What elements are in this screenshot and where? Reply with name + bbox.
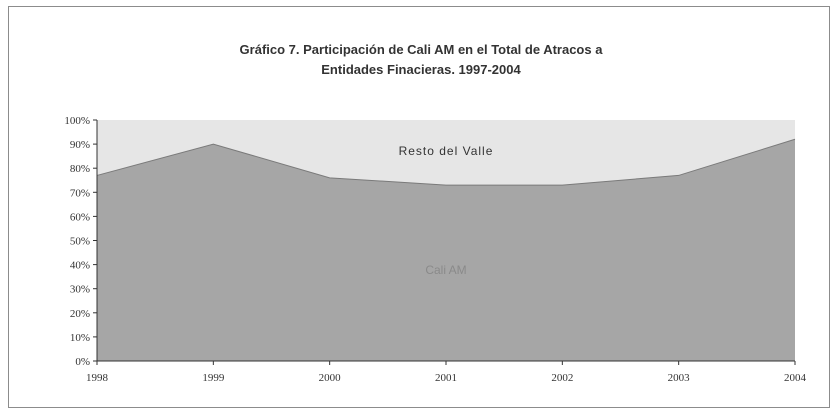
y-tick-label: 70% bbox=[70, 187, 90, 199]
y-tick-label: 40% bbox=[70, 260, 90, 272]
x-tick-label: 1998 bbox=[86, 372, 109, 384]
x-tick-label: 2000 bbox=[319, 372, 342, 384]
y-tick-label: 50% bbox=[70, 236, 90, 248]
area-layer bbox=[96, 120, 796, 361]
y-tick-label: 60% bbox=[70, 211, 90, 223]
y-tick-label: 90% bbox=[70, 139, 90, 151]
area-series-1 bbox=[97, 120, 795, 186]
y-tick-label: 80% bbox=[70, 163, 90, 175]
y-tick-label: 30% bbox=[70, 284, 90, 296]
y-tick-label: 20% bbox=[70, 308, 90, 320]
series-label-resto-del-valle: Resto del Valle bbox=[399, 144, 494, 158]
series-label-cali-am: Cali AM bbox=[425, 263, 466, 277]
x-tick-label: 2004 bbox=[784, 372, 807, 384]
label-layer: Resto del Valle Cali AM bbox=[399, 144, 494, 277]
series-boundary-line bbox=[96, 138, 796, 186]
area-chart: Gráfico 7. Participación de Cali AM en e… bbox=[64, 42, 806, 384]
x-tick-label: 2002 bbox=[551, 372, 573, 384]
area-series-0 bbox=[97, 139, 795, 361]
axis-layer: 0% 10% 20% 30% 40% 50% 60% 70% 80% 90% 100% 1998 199… bbox=[64, 115, 806, 384]
chart-frame: Gráfico 7. Participación de Cali AM en e… bbox=[8, 6, 830, 408]
chart-title-line-2: Entidades Finacieras. 1997-2004 bbox=[321, 62, 521, 77]
chart-title-line-1: Gráfico 7. Participación de Cali AM en e… bbox=[240, 42, 604, 57]
y-tick-label: 10% bbox=[70, 332, 90, 344]
y-tick-label: 0% bbox=[75, 356, 90, 368]
x-tick-label: 2003 bbox=[668, 372, 691, 384]
y-tick-label: 100% bbox=[64, 115, 90, 127]
x-tick-label: 2001 bbox=[435, 372, 457, 384]
x-tick-label: 1999 bbox=[202, 372, 225, 384]
